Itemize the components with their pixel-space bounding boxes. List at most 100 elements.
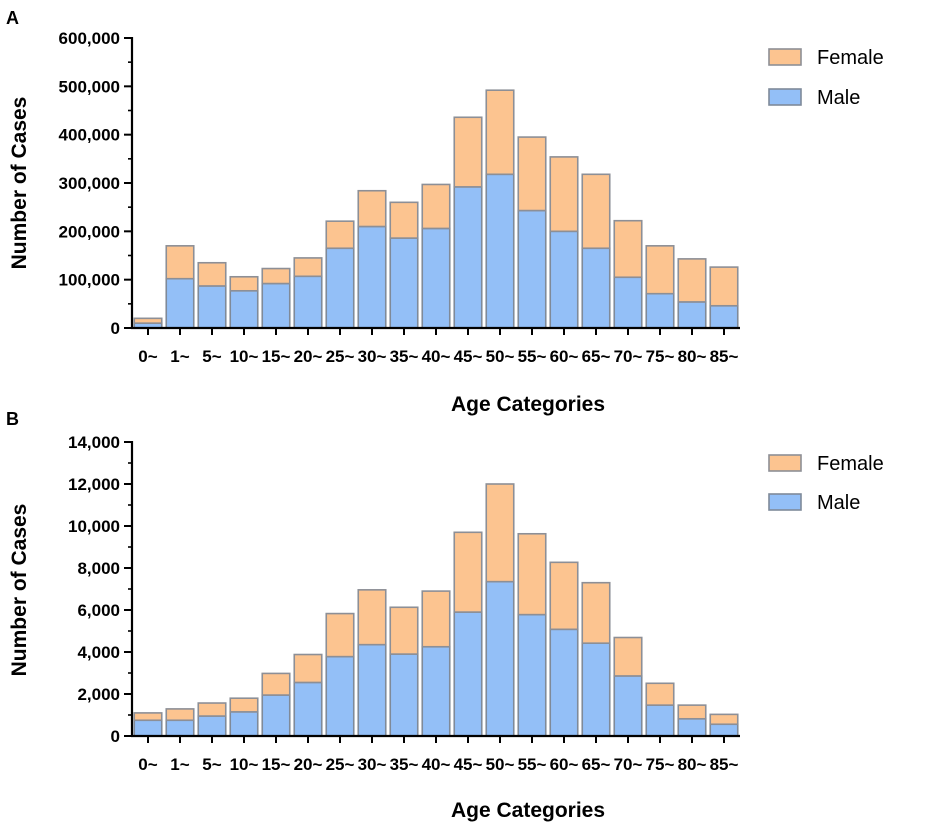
panel-a-x-tick-label: 5~ [202, 347, 221, 366]
panel-a-x-tick-label: 30~ [358, 347, 387, 366]
panel-a-x-tick-label: 70~ [614, 347, 643, 366]
panel-b-y-tick-label: 0 [111, 727, 120, 746]
panel-b-bar-female-18 [709, 713, 739, 726]
panel-a-y-tick-label: 400,000 [59, 126, 120, 145]
panel-b-bar-male-4 [261, 694, 291, 737]
panel-a-x-tick-label: 55~ [518, 347, 547, 366]
panel-a-bar-female-3 [229, 275, 259, 292]
panel-a-legend-female-label: Female [817, 47, 884, 69]
panel-b-y-tick-label: 2,000 [77, 685, 120, 704]
panel-a-bar-female-6 [325, 220, 355, 250]
panel-a-bar-male-11 [485, 173, 515, 329]
panel-b-bar-female-12 [517, 532, 547, 616]
panel-b-bar-male-11 [485, 580, 515, 737]
panel-a-x-tick-label: 20~ [294, 347, 323, 366]
panel-a: A Number of Cases Age Categories 0~ 1~ 5~ 1… [6, 8, 884, 416]
panel-a-x-tick-label: 0~ [138, 347, 157, 366]
panel-a-bar-male-6 [325, 247, 355, 329]
panel-b-legend-female-swatch [768, 454, 802, 472]
panel-b-x-tick-label: 55~ [518, 755, 547, 774]
panel-b-x-tick-label: 85~ [710, 755, 739, 774]
panel-b-bar-male-12 [517, 613, 547, 737]
panel-a-bar-male-16 [645, 292, 675, 329]
panel-b-x-tick-label: 20~ [294, 755, 323, 774]
panel-a-bar-female-2 [197, 261, 227, 287]
panel-b-x-tick-label: 40~ [422, 755, 451, 774]
panel-b-y-tick-label: 6,000 [77, 601, 120, 620]
panel-a-legend-female-swatch [768, 48, 802, 66]
panel-a-bar-male-10 [453, 186, 483, 329]
panel-b-x-tick-label: 45~ [454, 755, 483, 774]
panel-a-bar-male-2 [197, 285, 227, 329]
panel-b-bar-female-0 [133, 712, 163, 722]
panel-a-y-tick-label: 600,000 [59, 29, 120, 48]
panel-a-bar-female-9 [421, 183, 451, 230]
panel-b-bar-male-18 [709, 723, 739, 737]
panel-b-x-tick-label: 65~ [582, 755, 611, 774]
panel-b-y-tick-label: 14,000 [68, 433, 120, 452]
panel-a-bar-female-16 [645, 245, 675, 295]
panel-a-y-axis-title: Number of Cases [8, 97, 31, 270]
panel-a-bar-female-4 [261, 267, 291, 285]
panel-a-bar-female-10 [453, 116, 483, 188]
panel-a-legend: Female Male [768, 47, 884, 109]
panel-a-x-tick-label: 25~ [326, 347, 355, 366]
panel-b-bar-female-6 [325, 612, 355, 658]
panel-b: B Number of Cases Age Categories 0~ 1~ 5~ 1… [6, 409, 884, 822]
panel-b-bar-female-10 [453, 531, 483, 613]
panel-a-bar-female-1 [165, 245, 195, 280]
panel-b-y-tick-label: 4,000 [77, 643, 120, 662]
panel-a-y-tick-label: 0 [111, 319, 120, 338]
panel-a-bar-female-13 [549, 156, 579, 233]
panel-b-letter: B [6, 409, 19, 429]
panel-a-bar-male-17 [677, 301, 707, 329]
panel-a-bar-male-8 [389, 237, 419, 329]
panel-b-x-tick-label: 70~ [614, 755, 643, 774]
panel-a-x-axis-title: Age Categories [451, 393, 605, 416]
panel-b-bar-male-3 [229, 711, 259, 737]
panel-a-bar-male-14 [581, 247, 611, 329]
panel-b-bar-female-14 [581, 581, 611, 644]
panel-a-x-tick-label: 35~ [390, 347, 419, 366]
panel-b-x-tick-label: 60~ [550, 755, 579, 774]
panel-b-y-axis-title: Number of Cases [8, 504, 31, 677]
panel-b-bar-female-5 [293, 653, 323, 684]
panel-a-bar-male-18 [709, 304, 739, 329]
panel-b-bar-female-2 [197, 702, 227, 717]
panel-a-x-tick-label: 50~ [486, 347, 515, 366]
panel-a-x-tick-label: 65~ [582, 347, 611, 366]
panel-a-y-tick-label: 500,000 [59, 77, 120, 96]
panel-b-x-tick-label: 15~ [262, 755, 291, 774]
panel-b-y-tick-label: 8,000 [77, 559, 120, 578]
panel-b-bar-female-1 [165, 708, 195, 722]
panel-b-bar-female-16 [645, 682, 675, 706]
panel-b-bar-male-10 [453, 611, 483, 737]
panel-b-x-tick-label: 1~ [170, 755, 189, 774]
panel-b-y-tick-label: 12,000 [68, 475, 120, 494]
panel-a-bar-female-14 [581, 173, 611, 250]
panel-a-bar-female-17 [677, 258, 707, 303]
panel-b-legend-male-swatch [768, 493, 802, 511]
panel-a-x-tick-label: 10~ [230, 347, 259, 366]
panel-b-bar-female-15 [613, 636, 643, 677]
panel-a-y-tick-label: 100,000 [59, 271, 120, 290]
panel-a-bar-male-3 [229, 289, 259, 329]
panel-a-legend-male-swatch [768, 88, 802, 106]
panel-b-x-tick-label: 50~ [486, 755, 515, 774]
panel-b-bar-female-11 [485, 483, 515, 583]
panel-b-x-tick-label: 35~ [390, 755, 419, 774]
panel-b-x-tick-label: 75~ [646, 755, 675, 774]
panel-a-bar-male-13 [549, 230, 579, 329]
panel-b-bar-male-8 [389, 653, 419, 737]
panel-b-bar-female-4 [261, 672, 291, 696]
panel-b-bar-male-9 [421, 645, 451, 737]
panel-a-bar-female-7 [357, 189, 387, 228]
panel-a-x-tick-label: 85~ [710, 347, 739, 366]
panel-b-legend: Female Male [768, 453, 884, 514]
panel-b-bar-female-8 [389, 606, 419, 655]
panel-a-y-tick-label: 300,000 [59, 174, 120, 193]
panel-a-bar-female-12 [517, 136, 547, 212]
panel-b-bar-male-0 [133, 719, 163, 737]
panel-b-bar-male-7 [357, 643, 387, 737]
panel-b-x-tick-label: 5~ [202, 755, 221, 774]
